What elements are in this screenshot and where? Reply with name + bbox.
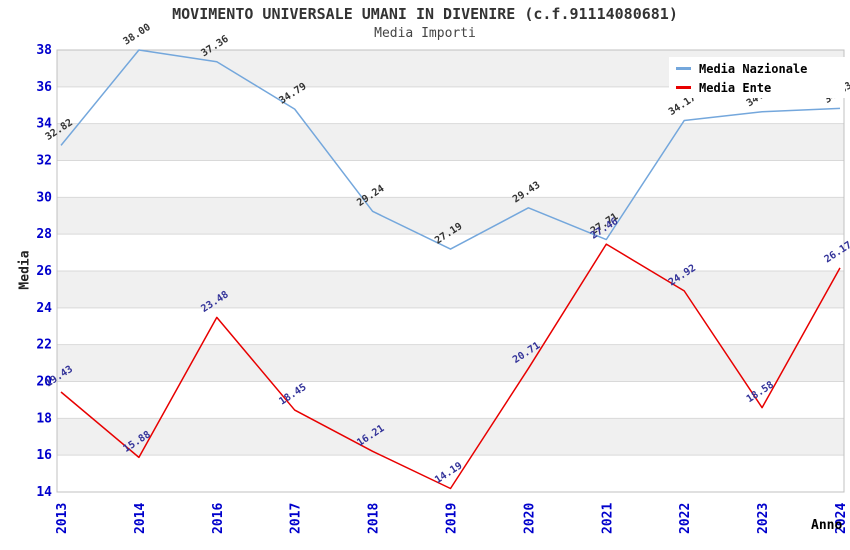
legend-label-media-nazionale: Media Nazionale: [699, 61, 808, 76]
y-tick-label: 38: [36, 43, 52, 58]
y-tick-label: 26: [36, 264, 52, 279]
y-tick-label: 28: [36, 227, 52, 242]
series-line-media-ente: [60, 243, 841, 490]
plot-band: [57, 271, 844, 308]
plot-border: [56, 49, 845, 493]
x-tick-label: 2013: [55, 503, 70, 534]
legend-swatch-red-line: [676, 86, 691, 89]
legend-label-media-ente: Media Ente: [699, 80, 772, 95]
plot-band: [57, 123, 844, 161]
x-tick-label: 2024: [834, 503, 849, 534]
x-tick-label: 2017: [289, 503, 304, 534]
data-label: 38.00: [122, 22, 153, 48]
x-tick-label: 2023: [756, 503, 771, 534]
y-tick-label: 34: [36, 117, 52, 132]
x-tick-label: 2016: [211, 503, 226, 534]
chart-title: MOVIMENTO UNIVERSALE UMANI IN DIVENIRE (…: [172, 5, 678, 23]
y-tick-label: 20: [36, 375, 52, 390]
series-line-media-nazionale: [60, 49, 841, 250]
data-label: 26.17: [823, 240, 850, 266]
x-tick-label: 2019: [445, 503, 460, 534]
x-tick-label: 2021: [600, 503, 615, 534]
x-tick-label: 2022: [678, 503, 693, 534]
y-tick-label: 22: [36, 338, 52, 353]
data-label: 18.45: [277, 382, 308, 408]
legend-item-media-nazionale: Media Nazionale: [669, 59, 845, 78]
y-axis-title: Media: [17, 250, 33, 290]
x-tick-label: 2018: [367, 503, 382, 534]
y-tick-label: 16: [36, 448, 52, 463]
y-tick-label: 24: [36, 301, 52, 316]
x-tick-label: 2014: [133, 503, 148, 534]
plot-band: [57, 197, 844, 235]
plot-band: [57, 344, 844, 382]
y-tick-label: 32: [36, 154, 52, 169]
legend-swatch-blue-line: [676, 67, 691, 70]
y-tick-label: 30: [36, 190, 52, 205]
y-tick-label: 18: [36, 411, 52, 426]
x-axis-title: Anno: [811, 518, 843, 533]
plot-band: [57, 418, 844, 456]
chart-legend: Media Nazionale Media Ente: [669, 57, 845, 98]
chart-subtitle: Media Importi: [374, 26, 476, 41]
legend-item-media-ente: Media Ente: [669, 78, 845, 97]
x-tick-label: 2020: [522, 503, 537, 534]
y-tick-label: 14: [36, 485, 52, 500]
y-tick-label: 36: [36, 80, 52, 95]
